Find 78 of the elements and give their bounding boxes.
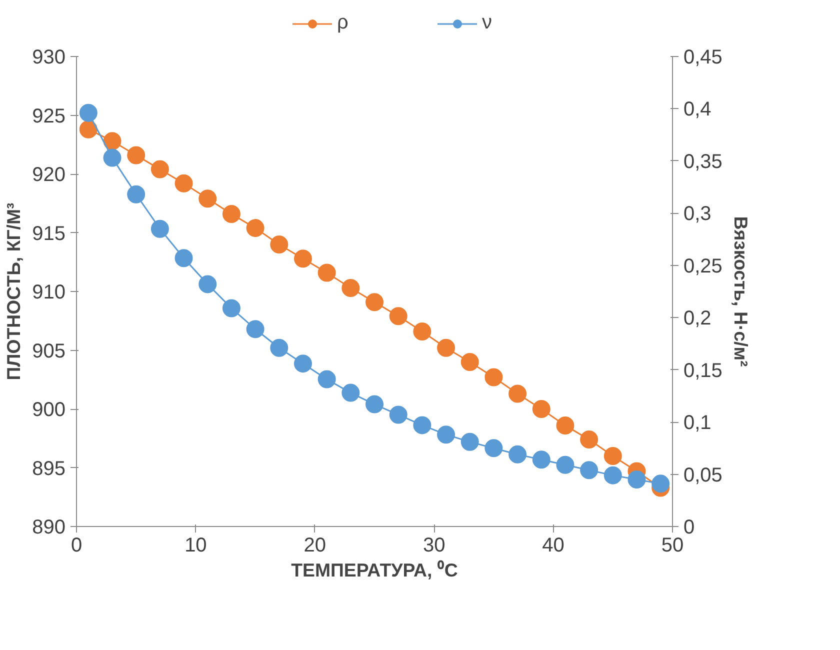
y-tick-label: 890 [32, 516, 66, 538]
x-tick-label: 10 [184, 534, 207, 556]
point [389, 406, 408, 424]
point [174, 249, 193, 268]
point [460, 432, 479, 451]
point [342, 278, 360, 297]
y-tick-label: 920 [32, 164, 66, 186]
point [580, 461, 598, 480]
point [460, 353, 479, 371]
point [437, 338, 456, 357]
y-tick-label: 925 [32, 105, 66, 128]
y2-tick-label: 0,3 [684, 203, 712, 226]
point [103, 132, 122, 150]
y2-tick-label: 0 [684, 516, 695, 538]
y2-tick-label: 0,45 [684, 46, 722, 68]
y-tick-label: 915 [32, 222, 66, 245]
point [532, 400, 550, 418]
point [413, 416, 432, 434]
point [532, 450, 550, 469]
point [413, 322, 432, 340]
x-tick-label: 30 [422, 534, 446, 556]
point [103, 148, 122, 167]
point [484, 368, 503, 386]
point [198, 275, 217, 294]
y2-tick-label: 0,2 [684, 308, 712, 330]
legend-label: ρ [337, 12, 350, 34]
y2-tick-label: 0,05 [684, 464, 722, 486]
y-tick-label: 905 [32, 340, 66, 362]
point [150, 220, 169, 238]
y2-tick-label: 0,15 [684, 360, 722, 382]
point [580, 430, 598, 449]
point [508, 384, 527, 403]
point [604, 466, 622, 484]
point [389, 307, 408, 326]
y2-tick-label: 0,4 [684, 98, 712, 121]
point [270, 338, 288, 357]
legend-label: ν [482, 12, 493, 34]
x-tick-label: 40 [542, 534, 564, 556]
point [79, 120, 98, 138]
point [366, 293, 384, 312]
x-tick-label: 50 [661, 534, 684, 556]
y-tick-label: 895 [32, 458, 66, 480]
point [318, 370, 336, 388]
x-axis-title: ТЕМПЕРАТУРА, ⁰С [291, 560, 458, 580]
point [198, 190, 217, 208]
point [556, 416, 574, 434]
y-tick-label: 900 [32, 399, 66, 421]
y-tick-label: 930 [32, 46, 66, 68]
y2-axis-title: Вязкость, Н·с/м² [730, 216, 752, 367]
point [246, 219, 264, 238]
point [318, 264, 336, 282]
point [270, 236, 288, 254]
point [174, 174, 193, 192]
point [628, 470, 646, 488]
x-tick-label: 20 [304, 534, 326, 556]
point [484, 439, 503, 458]
point [366, 395, 384, 414]
point [294, 250, 312, 268]
y2-tick-label: 0,35 [684, 150, 722, 173]
point [437, 426, 456, 444]
point [79, 104, 98, 122]
point [222, 299, 240, 318]
point [222, 204, 240, 223]
point [150, 160, 169, 178]
point [342, 384, 360, 402]
x-tick-label: 0 [70, 534, 82, 556]
point [246, 320, 264, 338]
point [508, 445, 527, 464]
point [556, 456, 574, 474]
point [127, 146, 146, 164]
y-axis-title: ПЛОТНОСТЬ, КГ/М³ [3, 202, 24, 380]
point [652, 474, 670, 493]
y2-tick-label: 0,25 [684, 255, 722, 278]
y-tick-label: 910 [32, 282, 66, 304]
y2-tick-label: 0,1 [684, 412, 712, 434]
point [294, 354, 312, 373]
point [127, 185, 146, 204]
point [604, 447, 622, 465]
